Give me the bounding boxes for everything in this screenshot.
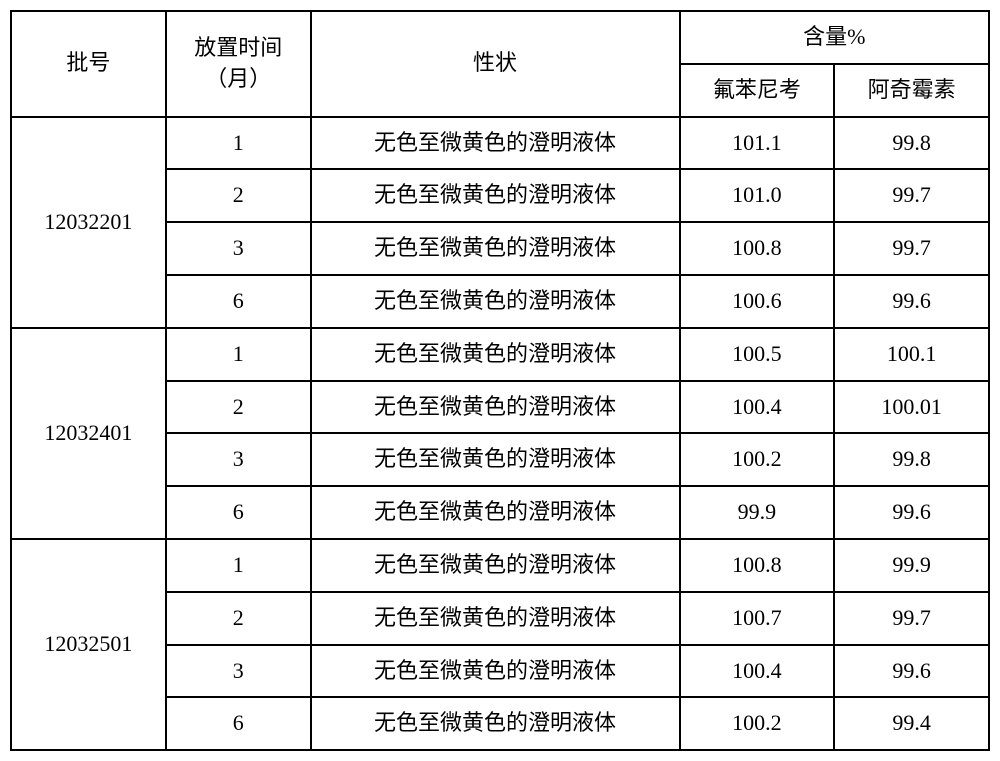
val1-cell: 100.2 bbox=[680, 433, 835, 486]
time-cell: 2 bbox=[166, 592, 311, 645]
desc-cell: 无色至微黄色的澄明液体 bbox=[311, 592, 680, 645]
val2-cell: 99.8 bbox=[834, 117, 989, 170]
val1-cell: 101.1 bbox=[680, 117, 835, 170]
header-val2: 阿奇霉素 bbox=[834, 64, 989, 117]
batch-cell: 12032201 bbox=[11, 117, 166, 328]
time-cell: 2 bbox=[166, 381, 311, 434]
val1-cell: 100.4 bbox=[680, 645, 835, 698]
val1-cell: 100.5 bbox=[680, 328, 835, 381]
val2-cell: 99.7 bbox=[834, 222, 989, 275]
desc-cell: 无色至微黄色的澄明液体 bbox=[311, 381, 680, 434]
desc-cell: 无色至微黄色的澄明液体 bbox=[311, 645, 680, 698]
desc-cell: 无色至微黄色的澄明液体 bbox=[311, 275, 680, 328]
val1-cell: 100.8 bbox=[680, 222, 835, 275]
val2-cell: 99.6 bbox=[834, 275, 989, 328]
header-desc: 性状 bbox=[311, 11, 680, 117]
desc-cell: 无色至微黄色的澄明液体 bbox=[311, 328, 680, 381]
val2-cell: 99.8 bbox=[834, 433, 989, 486]
val1-cell: 100.6 bbox=[680, 275, 835, 328]
batch-cell: 12032401 bbox=[11, 328, 166, 539]
val1-cell: 101.0 bbox=[680, 169, 835, 222]
table-row: 12032401 1 无色至微黄色的澄明液体 100.5 100.1 bbox=[11, 328, 989, 381]
table-body: 12032201 1 无色至微黄色的澄明液体 101.1 99.8 2 无色至微… bbox=[11, 117, 989, 751]
val2-cell: 100.1 bbox=[834, 328, 989, 381]
time-cell: 3 bbox=[166, 222, 311, 275]
header-batch: 批号 bbox=[11, 11, 166, 117]
desc-cell: 无色至微黄色的澄明液体 bbox=[311, 697, 680, 750]
val1-cell: 100.4 bbox=[680, 381, 835, 434]
val2-cell: 99.6 bbox=[834, 645, 989, 698]
val2-cell: 99.4 bbox=[834, 697, 989, 750]
val2-cell: 99.7 bbox=[834, 169, 989, 222]
val2-cell: 99.9 bbox=[834, 539, 989, 592]
time-cell: 6 bbox=[166, 697, 311, 750]
desc-cell: 无色至微黄色的澄明液体 bbox=[311, 486, 680, 539]
time-cell: 3 bbox=[166, 645, 311, 698]
desc-cell: 无色至微黄色的澄明液体 bbox=[311, 169, 680, 222]
val2-cell: 99.6 bbox=[834, 486, 989, 539]
time-cell: 1 bbox=[166, 328, 311, 381]
time-cell: 1 bbox=[166, 539, 311, 592]
table-header: 批号 放置时间（月） 性状 含量% 氟苯尼考 阿奇霉素 bbox=[11, 11, 989, 117]
desc-cell: 无色至微黄色的澄明液体 bbox=[311, 222, 680, 275]
header-content: 含量% bbox=[680, 11, 989, 64]
time-cell: 1 bbox=[166, 117, 311, 170]
val1-cell: 100.2 bbox=[680, 697, 835, 750]
time-cell: 6 bbox=[166, 486, 311, 539]
time-cell: 6 bbox=[166, 275, 311, 328]
time-cell: 3 bbox=[166, 433, 311, 486]
stability-table: 批号 放置时间（月） 性状 含量% 氟苯尼考 阿奇霉素 12032201 1 无… bbox=[10, 10, 990, 751]
desc-cell: 无色至微黄色的澄明液体 bbox=[311, 539, 680, 592]
desc-cell: 无色至微黄色的澄明液体 bbox=[311, 117, 680, 170]
val2-cell: 100.01 bbox=[834, 381, 989, 434]
header-val1: 氟苯尼考 bbox=[680, 64, 835, 117]
time-cell: 2 bbox=[166, 169, 311, 222]
header-time: 放置时间（月） bbox=[166, 11, 311, 117]
val1-cell: 99.9 bbox=[680, 486, 835, 539]
desc-cell: 无色至微黄色的澄明液体 bbox=[311, 433, 680, 486]
table-row: 12032501 1 无色至微黄色的澄明液体 100.8 99.9 bbox=[11, 539, 989, 592]
batch-cell: 12032501 bbox=[11, 539, 166, 750]
val2-cell: 99.7 bbox=[834, 592, 989, 645]
val1-cell: 100.7 bbox=[680, 592, 835, 645]
val1-cell: 100.8 bbox=[680, 539, 835, 592]
table-row: 12032201 1 无色至微黄色的澄明液体 101.1 99.8 bbox=[11, 117, 989, 170]
